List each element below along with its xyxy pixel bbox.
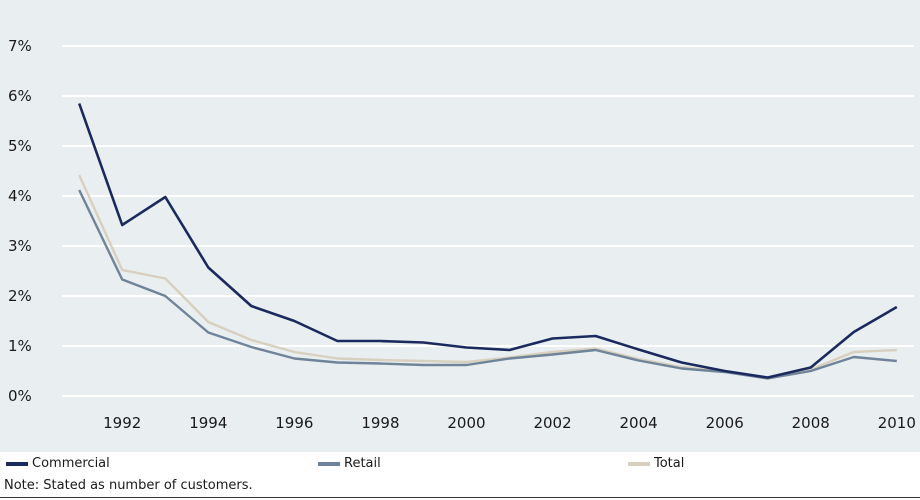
x-tick-label: 1996 — [275, 414, 313, 432]
y-tick-label: 5% — [8, 137, 32, 155]
x-tick-label: 2008 — [792, 414, 830, 432]
y-tick-label: 1% — [8, 337, 32, 355]
x-tick-label: 2004 — [620, 414, 658, 432]
y-tick-label: 0% — [8, 387, 32, 405]
legend-swatch-retail — [318, 461, 340, 466]
legend-label-commercial: Commercial — [32, 456, 110, 471]
x-tick-label: 1998 — [361, 414, 399, 432]
x-tick-label: 2002 — [533, 414, 571, 432]
chart-note: Note: Stated as number of customers. — [4, 478, 253, 493]
plot-background — [0, 0, 920, 452]
x-axis-ticks: 1992 1994 1996 1998 2000 2002 2004 2006 2008 2010 — [103, 414, 916, 432]
legend-label-retail: Retail — [344, 456, 381, 471]
y-axis-ticks: 0% 1% 2% 3% 4% 5% 6% 7% — [8, 37, 32, 405]
gridlines — [62, 45, 914, 397]
legend-swatch-commercial — [6, 461, 28, 466]
x-tick-label: 2000 — [447, 414, 485, 432]
bottom-rule — [0, 497, 920, 498]
legend-item-retail: Retail — [318, 455, 381, 473]
x-tick-label: 2010 — [878, 414, 916, 432]
legend-item-commercial: Commercial — [6, 455, 110, 473]
series-lines — [77, 103, 898, 380]
line-chart: 0% 1% 2% 3% 4% 5% 6% 7% 1992 1994 1996 1998 2000 200… — [0, 0, 920, 452]
y-tick-label: 4% — [8, 187, 32, 205]
y-tick-label: 2% — [8, 287, 32, 305]
y-tick-label: 6% — [8, 87, 32, 105]
legend: Commercial Retail Total — [0, 453, 920, 475]
legend-label-total: Total — [654, 456, 685, 471]
x-tick-label: 1992 — [103, 414, 141, 432]
series-line-commercial — [77, 103, 898, 379]
legend-swatch-total — [628, 461, 650, 466]
y-tick-label: 7% — [8, 37, 32, 55]
y-tick-label: 3% — [8, 237, 32, 255]
x-tick-label: 1994 — [189, 414, 227, 432]
legend-item-total: Total — [628, 455, 684, 473]
x-tick-label: 2006 — [706, 414, 744, 432]
